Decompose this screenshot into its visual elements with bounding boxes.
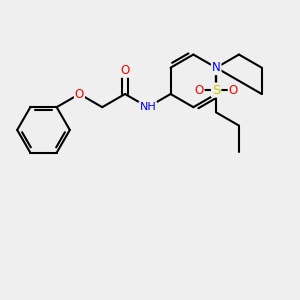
Text: S: S: [212, 84, 220, 97]
Text: O: O: [229, 84, 238, 97]
Text: N: N: [212, 61, 220, 74]
Text: O: O: [120, 64, 130, 77]
Text: O: O: [194, 84, 204, 97]
Text: NH: NH: [140, 102, 156, 112]
Text: O: O: [75, 88, 84, 100]
